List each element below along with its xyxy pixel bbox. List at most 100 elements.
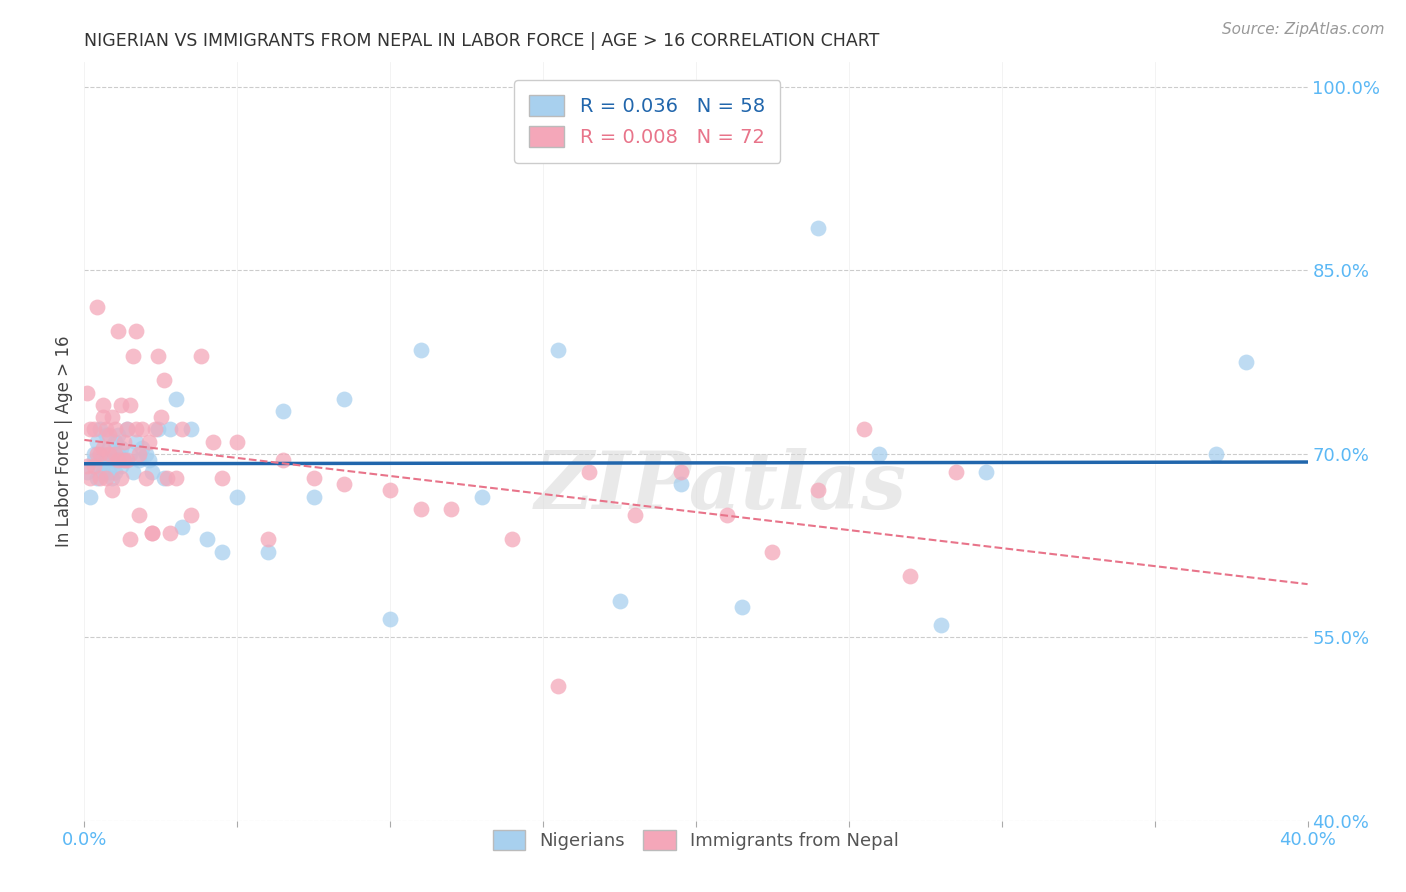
- Point: [94, 453, 117, 467]
- Text: Source: ZipAtlas.com: Source: ZipAtlas.com: [1222, 22, 1385, 37]
- Point: [138, 453, 160, 467]
- Point: [91, 410, 114, 425]
- Point: [76, 458, 98, 473]
- Point: [112, 453, 135, 467]
- Point: [89, 458, 111, 473]
- Point: [86, 447, 108, 461]
- Point: [110, 471, 132, 485]
- Point: [79, 422, 101, 436]
- Point: [83, 458, 105, 473]
- Point: [135, 447, 157, 461]
- Point: [86, 300, 108, 314]
- Point: [128, 453, 150, 467]
- Point: [257, 544, 280, 558]
- Point: [115, 422, 138, 436]
- Point: [79, 471, 101, 485]
- Point: [120, 398, 142, 412]
- Point: [89, 471, 111, 485]
- Point: [94, 471, 117, 485]
- Point: [91, 398, 114, 412]
- Point: [1236, 355, 1258, 369]
- Point: [302, 471, 325, 485]
- Point: [94, 428, 117, 442]
- Point: [101, 483, 124, 498]
- Point: [122, 349, 145, 363]
- Point: [929, 618, 952, 632]
- Point: [409, 501, 432, 516]
- Point: [731, 599, 754, 614]
- Point: [94, 422, 117, 436]
- Point: [107, 325, 129, 339]
- Point: [86, 471, 108, 485]
- Point: [226, 434, 249, 449]
- Point: [716, 508, 738, 522]
- Point: [89, 447, 111, 461]
- Y-axis label: In Labor Force | Age > 16: In Labor Force | Age > 16: [55, 335, 73, 548]
- Point: [135, 471, 157, 485]
- Point: [471, 490, 494, 504]
- Point: [91, 465, 114, 479]
- Point: [669, 465, 692, 479]
- Point: [869, 447, 891, 461]
- Point: [110, 458, 132, 473]
- Point: [165, 392, 187, 406]
- Point: [853, 422, 876, 436]
- Point: [146, 422, 169, 436]
- Point: [333, 477, 356, 491]
- Point: [172, 422, 194, 436]
- Point: [502, 533, 524, 547]
- Point: [141, 526, 163, 541]
- Point: [131, 441, 153, 455]
- Point: [761, 544, 783, 558]
- Point: [79, 490, 101, 504]
- Point: [112, 453, 135, 467]
- Point: [112, 434, 135, 449]
- Point: [91, 447, 114, 461]
- Point: [128, 447, 150, 461]
- Point: [211, 471, 233, 485]
- Point: [110, 441, 132, 455]
- Point: [976, 465, 998, 479]
- Point: [91, 441, 114, 455]
- Point: [125, 422, 148, 436]
- Point: [115, 453, 138, 467]
- Point: [302, 490, 325, 504]
- Point: [190, 349, 212, 363]
- Point: [76, 385, 98, 400]
- Point: [138, 434, 160, 449]
- Point: [107, 453, 129, 467]
- Point: [180, 422, 202, 436]
- Point: [180, 508, 202, 522]
- Point: [172, 520, 194, 534]
- Point: [104, 447, 127, 461]
- Point: [547, 679, 569, 693]
- Point: [153, 471, 176, 485]
- Point: [128, 508, 150, 522]
- Point: [201, 434, 224, 449]
- Point: [125, 325, 148, 339]
- Point: [440, 501, 463, 516]
- Point: [97, 428, 120, 442]
- Point: [898, 569, 921, 583]
- Point: [101, 471, 124, 485]
- Point: [380, 612, 402, 626]
- Point: [83, 453, 105, 467]
- Legend: Nigerians, Immigrants from Nepal: Nigerians, Immigrants from Nepal: [485, 822, 907, 857]
- Point: [83, 422, 105, 436]
- Point: [141, 465, 163, 479]
- Point: [115, 422, 138, 436]
- Point: [165, 471, 187, 485]
- Point: [945, 465, 967, 479]
- Point: [156, 471, 179, 485]
- Point: [669, 477, 692, 491]
- Point: [257, 533, 280, 547]
- Point: [153, 373, 176, 387]
- Point: [211, 544, 233, 558]
- Point: [380, 483, 402, 498]
- Point: [104, 434, 127, 449]
- Point: [110, 398, 132, 412]
- Point: [159, 422, 181, 436]
- Point: [333, 392, 356, 406]
- Text: NIGERIAN VS IMMIGRANTS FROM NEPAL IN LABOR FORCE | AGE > 16 CORRELATION CHART: NIGERIAN VS IMMIGRANTS FROM NEPAL IN LAB…: [84, 32, 880, 50]
- Point: [149, 410, 172, 425]
